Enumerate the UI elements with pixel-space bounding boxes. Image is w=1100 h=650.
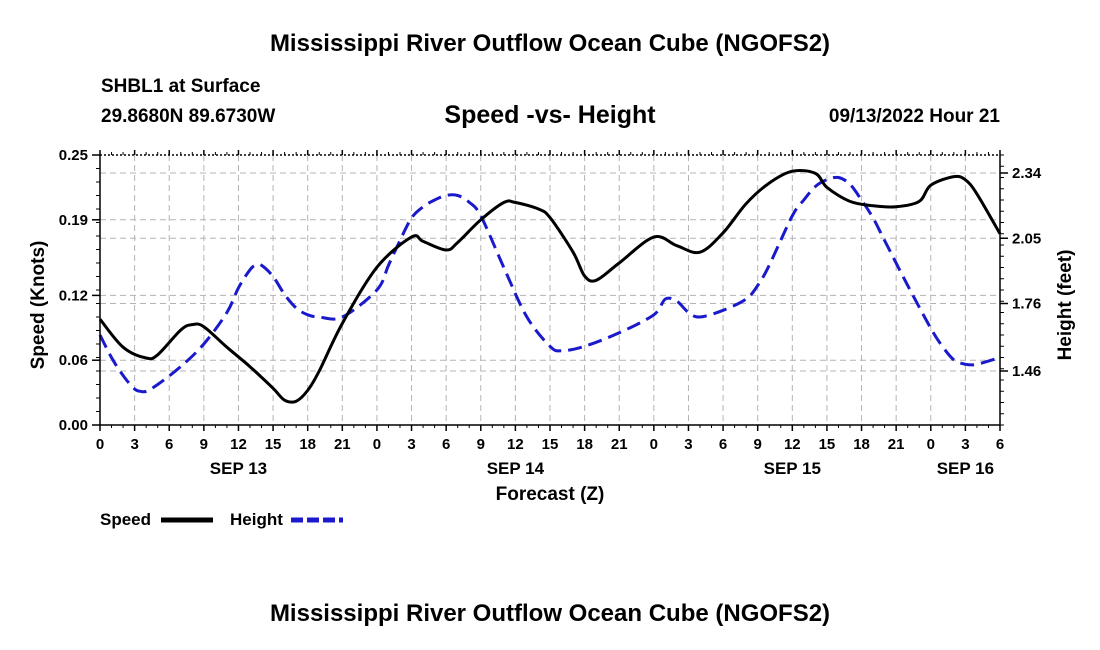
x-tick-label: 6 (165, 436, 173, 453)
series-group (98, 168, 1002, 404)
chart-title: Speed -vs- Height (444, 101, 656, 129)
x-tick-label: 0 (96, 436, 104, 453)
x-tick-label: 9 (754, 436, 762, 453)
date-label: SEP 14 (487, 459, 545, 478)
x-tick-label: 12 (507, 436, 524, 453)
x-tick-label: 12 (230, 436, 247, 453)
x-tick-label: 12 (784, 436, 801, 453)
x-tick-label: 3 (961, 436, 969, 453)
x-tick-label: 9 (477, 436, 485, 453)
x-tick-label: 15 (265, 436, 282, 453)
x-tick-label: 6 (442, 436, 450, 453)
speed-series-line (98, 168, 1002, 404)
forecast-timestamp: 09/13/2022 Hour 21 (828, 106, 1000, 127)
x-tick-label: 0 (373, 436, 381, 453)
date-label: SEP 16 (937, 459, 994, 478)
legend-speed-label: Speed (100, 510, 151, 529)
x-tick-label: 18 (299, 436, 316, 453)
grid-lines (100, 155, 1000, 425)
speed-height-chart: 0 3 6 9 12 15 18 21 0 3 6 9 12 15 18 21 0 3 6 9 12 15 18 21 0 3 6 0… (28, 147, 1076, 529)
plot-frame (99, 154, 1001, 426)
y-tick-label: 0.19 (59, 212, 88, 229)
page-title: Mississippi River Outflow Ocean Cube (NG… (269, 30, 831, 57)
height-series-line (98, 175, 1001, 394)
x-axis-title: Forecast (Z) (496, 484, 605, 505)
x-tick-label: 15 (819, 436, 836, 453)
y-tick-label: 0.06 (59, 352, 88, 369)
station-label: SHBL1 at Surface (101, 76, 261, 97)
y2-tick-label: 1.76 (1012, 296, 1041, 313)
y-tick-label: 0.00 (59, 417, 88, 434)
x-tick-label: 9 (200, 436, 208, 453)
y-axis-title: Speed (Knots) (28, 241, 49, 370)
date-label: SEP 15 (764, 459, 821, 478)
x-tick-label: 0 (650, 436, 658, 453)
x-tick-label: 6 (996, 436, 1004, 453)
x-tick-label: 3 (407, 436, 415, 453)
x-tick-label: 6 (719, 436, 727, 453)
x-tick-label: 3 (684, 436, 692, 453)
y2-tick-label: 2.34 (1012, 165, 1042, 182)
x-tick-label: 18 (853, 436, 870, 453)
footer-title: Mississippi River Outflow Ocean Cube (NG… (269, 600, 831, 627)
legend: Speed Height (100, 510, 343, 529)
x-tick-label: 21 (334, 436, 351, 453)
y-tick-label: 0.25 (59, 147, 88, 164)
x-tick-label: 21 (611, 436, 628, 453)
x-tick-label: 18 (576, 436, 593, 453)
x-tick-label: 0 (927, 436, 935, 453)
legend-height-label: Height (230, 510, 283, 529)
y2-tick-label: 2.05 (1012, 230, 1041, 247)
y2-axis-title: Height (feet) (1055, 250, 1076, 361)
y2-tick-label: 1.46 (1012, 363, 1041, 380)
x-tick-label: 3 (130, 436, 138, 453)
y-tick-label: 0.12 (59, 287, 88, 304)
station-coordinates: 29.8680N 89.6730W (101, 106, 276, 127)
date-label: SEP 13 (210, 459, 267, 478)
x-tick-label: 21 (888, 436, 905, 453)
axis-labels: 0 3 6 9 12 15 18 21 0 3 6 9 12 15 18 21 0 3 6 9 12 15 18 21 0 3 6 0… (28, 147, 1076, 505)
x-tick-label: 15 (542, 436, 559, 453)
